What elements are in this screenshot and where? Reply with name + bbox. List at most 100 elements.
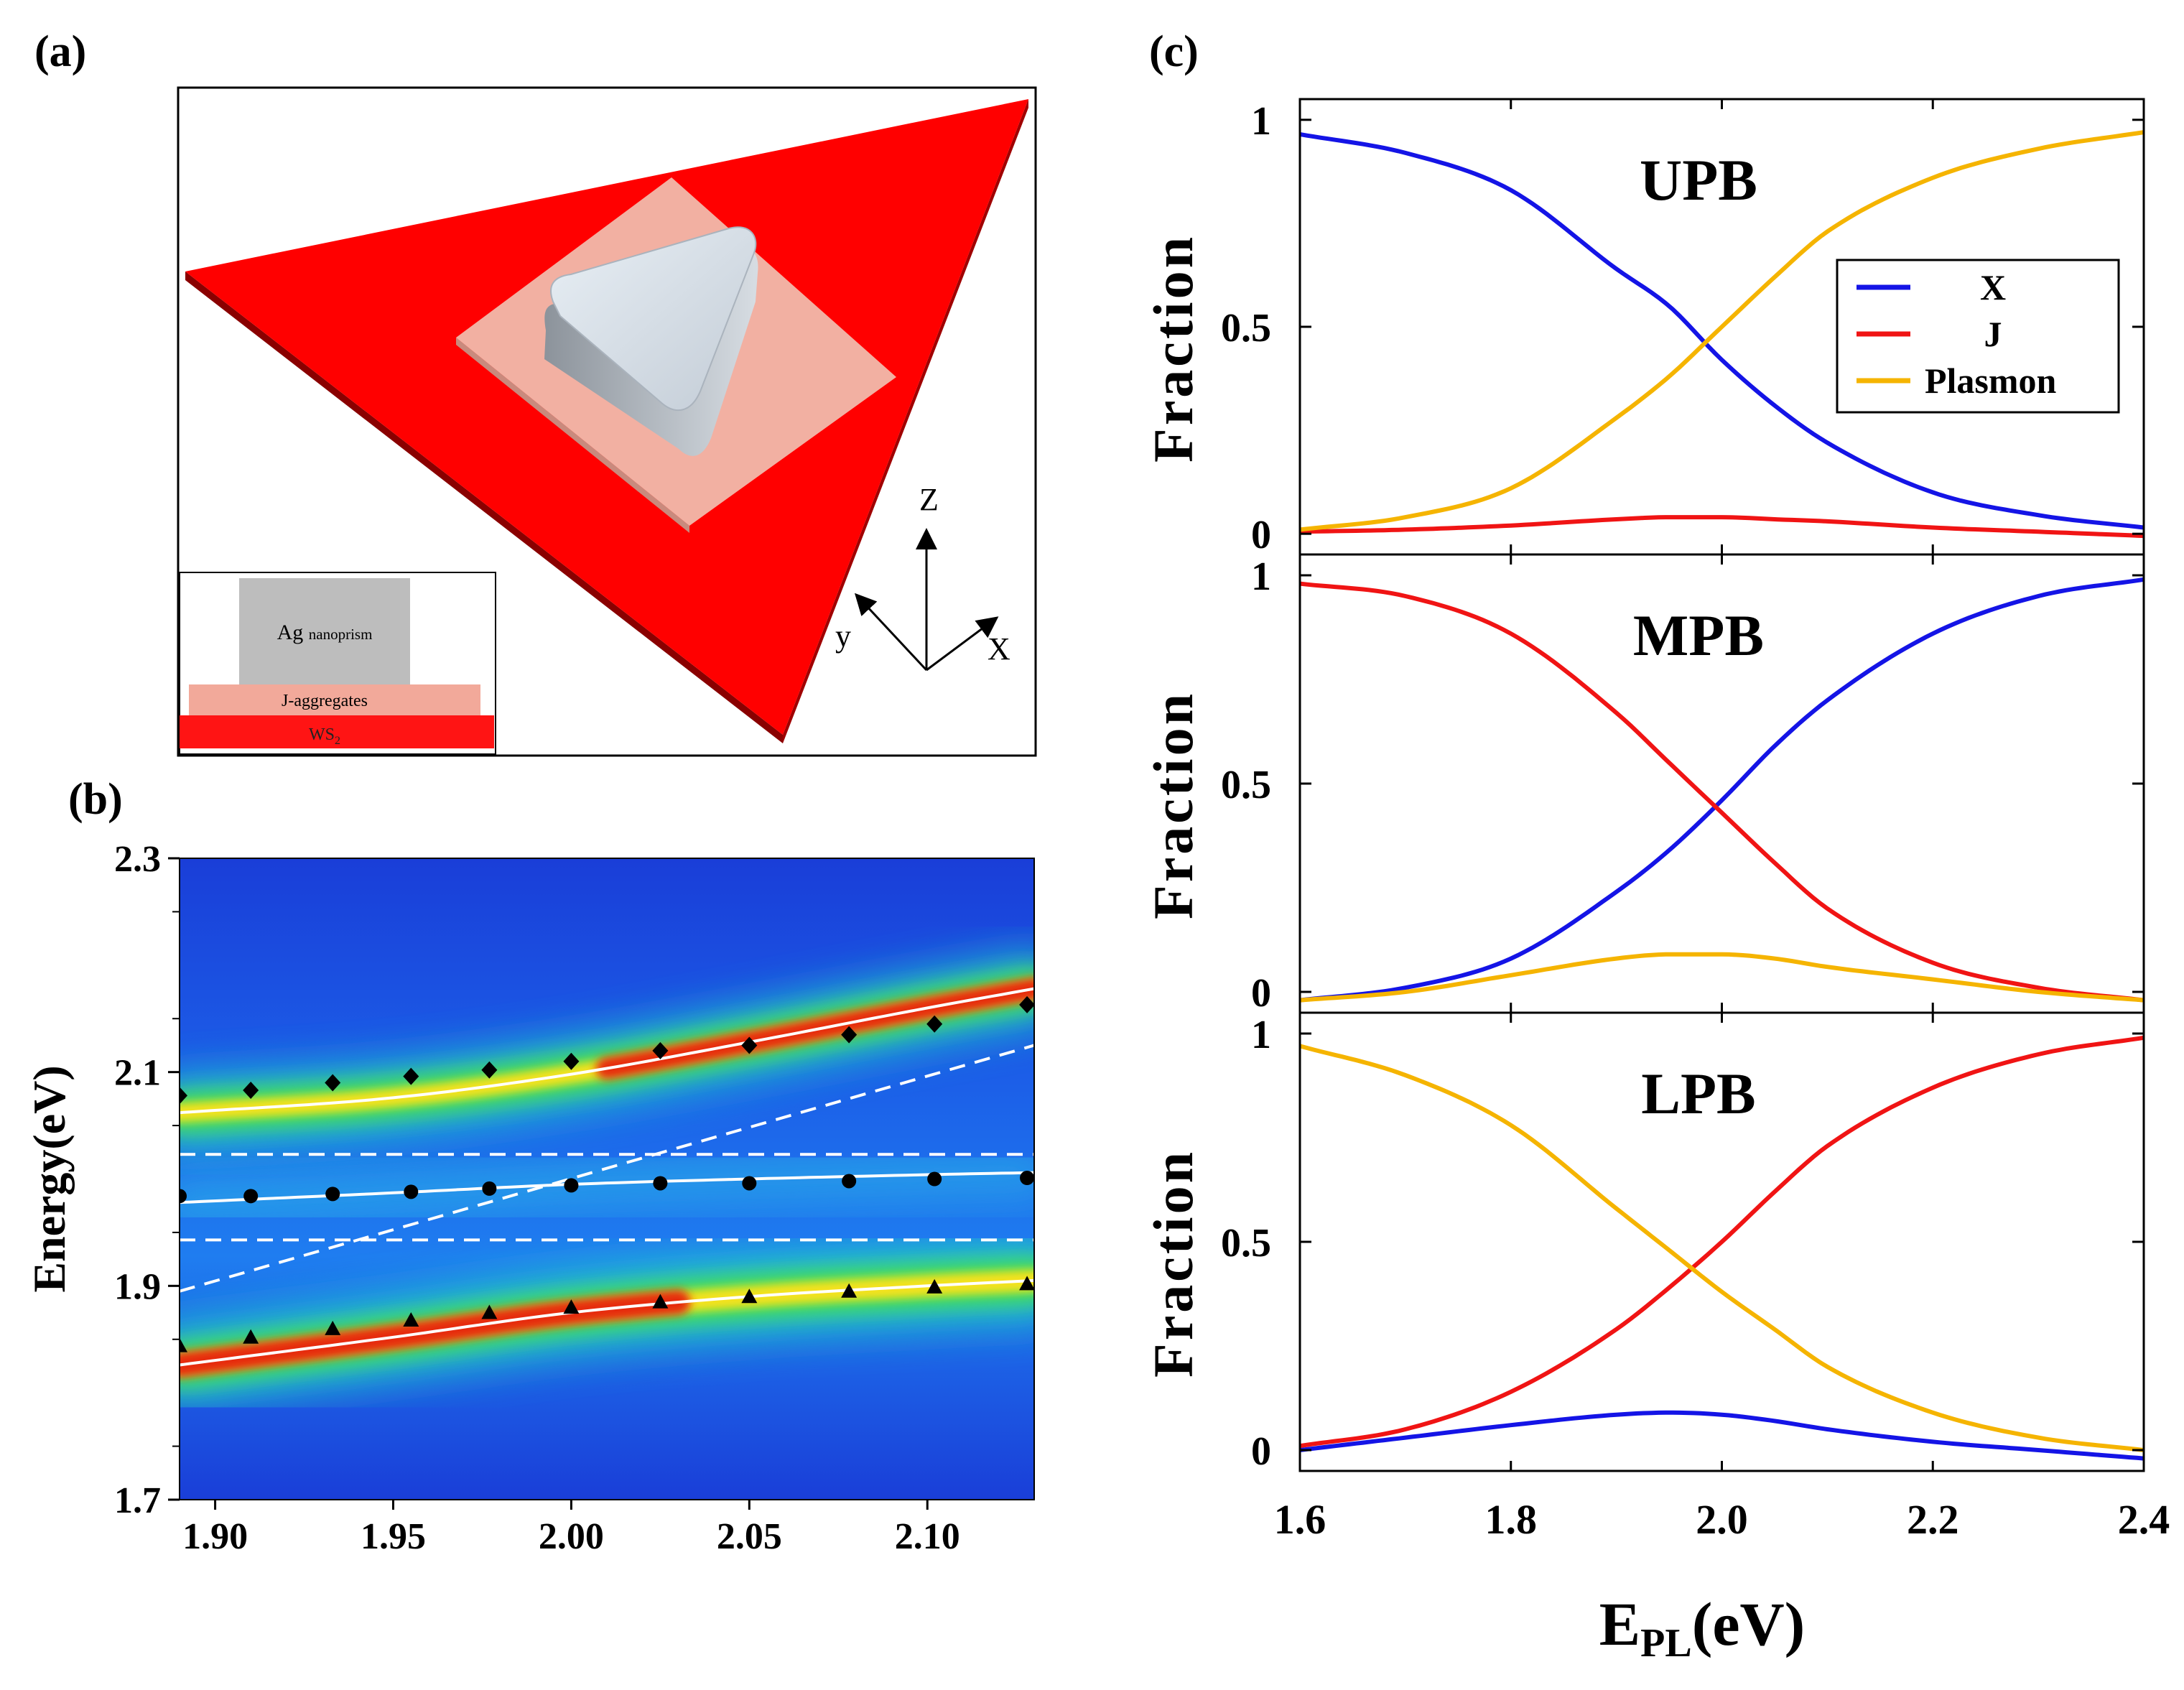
legend-label-j: J: [1984, 314, 2002, 354]
subplot-mpb: 0 0.5 1 MPB Fraction: [1142, 553, 2145, 1016]
inset-label-ag: Ag nanoprism: [277, 621, 373, 644]
circle-marker: [243, 1189, 259, 1204]
x-tick-label: 1.95: [361, 1516, 426, 1557]
diamond-marker: [652, 1041, 669, 1059]
inset-ws2-layer: [180, 715, 494, 748]
y-tick-label: 1.7: [114, 1480, 161, 1521]
diamond-marker: [841, 1026, 858, 1044]
diamond-marker: [325, 1074, 341, 1092]
circle-marker: [180, 1189, 187, 1204]
subplot-upb: 0 0.5 1 UPB Fraction: [1142, 98, 2145, 557]
y-tick-label: 0.5: [1221, 1221, 1271, 1266]
series-line-j: [1300, 515, 2144, 539]
fit-curve-upper: [180, 987, 1034, 1115]
layer-inset: Ag nanoprism J-aggregates WS2: [179, 572, 496, 755]
legend-label-x: X: [1980, 267, 2006, 307]
subplot-lines: [1300, 1035, 2144, 1461]
legend-label-plasmon: Plasmon: [1925, 361, 2057, 401]
ws2-substrate-edge-right: [783, 99, 1028, 743]
panel-c-fractions: 0 0.5 1 UPB Fraction 0 0.5 1 MPB Fraction 0 0.5 1 LPB…: [1142, 98, 2170, 1666]
panel-label-b: (b): [68, 775, 123, 824]
x-tick-label: 2.4: [2118, 1496, 2170, 1543]
fit-curve-middle: [180, 1171, 1034, 1204]
circle-marker: [482, 1181, 497, 1196]
y-tick-label: 0: [1251, 1429, 1271, 1474]
triangle-marker: [652, 1294, 669, 1309]
subplot-title: LPB: [1641, 1061, 1755, 1126]
y-tick-label: 0.5: [1221, 306, 1271, 350]
inset-label-j: J-aggregates: [282, 692, 368, 710]
y-tick-label: 0.5: [1221, 763, 1271, 807]
triangle-marker: [325, 1320, 341, 1335]
ag-nanoprism-top: [550, 226, 757, 412]
circle-marker: [325, 1187, 340, 1202]
panel-b-heatmap: 1.7 1.9 2.1 2.3 1.90 1.95 2.00 2.05 2.10 Energy(e…: [24, 839, 1035, 1557]
diamond-marker: [481, 1061, 498, 1079]
subplot-lines: [1300, 577, 2144, 1003]
y-axis-label: Fraction: [1142, 1149, 1204, 1378]
circle-marker: [564, 1178, 579, 1193]
x-tick-label: 2.00: [539, 1516, 604, 1557]
triangle-marker: [926, 1278, 943, 1294]
diamond-marker: [563, 1052, 580, 1070]
triangle-marker: [741, 1289, 758, 1304]
y-tick-label: 2.3: [114, 839, 161, 880]
y-axis-label: Energy(eV): [24, 1065, 75, 1292]
legend: XJ Plasmon: [1836, 259, 2120, 414]
triangle-marker: [481, 1304, 498, 1319]
series-line-j: [1300, 1035, 2144, 1449]
j-aggregate-edge: [456, 338, 689, 533]
y-tick-label: 1.9: [114, 1266, 161, 1307]
circle-marker: [927, 1171, 942, 1187]
triangle-marker: [180, 1337, 187, 1352]
series-line-plasmon: [1300, 130, 2144, 532]
series-line-x: [1300, 132, 2144, 530]
subplot-title: MPB: [1633, 603, 1764, 668]
series-line-plasmon: [1300, 952, 2144, 1003]
diamond-marker: [180, 1087, 187, 1105]
inset-ag-layer: [239, 578, 410, 684]
y-tick-label: 0: [1251, 971, 1271, 1016]
heatmap-frame: [179, 858, 1035, 1500]
circle-marker: [1020, 1171, 1034, 1186]
circle-marker: [404, 1184, 419, 1199]
inset-label-ws2: WS2: [309, 725, 340, 747]
triangle-marker: [403, 1311, 419, 1327]
triangle-marker: [1019, 1276, 1034, 1291]
y-tick-label: 0: [1251, 513, 1271, 557]
x-tick-label: 1.6: [1274, 1496, 1326, 1543]
dashed-plasmon-line: [180, 1044, 1034, 1293]
y-tick-label: 2.1: [114, 1053, 161, 1094]
axis-label-y: y: [835, 618, 851, 654]
series-line-x: [1300, 1410, 2144, 1461]
diamond-marker: [403, 1067, 419, 1085]
circle-marker: [842, 1174, 857, 1189]
y-tick-label: 1: [1251, 99, 1271, 144]
axis-label-x: X: [988, 631, 1010, 667]
diamond-marker: [741, 1036, 758, 1054]
circle-marker: [653, 1176, 668, 1191]
series-line-plasmon: [1300, 1044, 2144, 1452]
diamond-marker: [243, 1081, 259, 1099]
x-tick-label: 1.8: [1485, 1496, 1538, 1543]
y-axis-label: Fraction: [1142, 234, 1204, 463]
subplot-title: UPB: [1640, 147, 1757, 213]
inset-j-layer: [189, 684, 480, 715]
x-tick-label: 2.0: [1696, 1496, 1748, 1543]
schematic-panel: Z y X Ag nanoprism J-aggregates WS2: [177, 86, 1037, 757]
panel-label-a: (a): [34, 27, 86, 76]
y-tick-label: 1: [1251, 1013, 1271, 1057]
y-axis-label: Fraction: [1142, 691, 1204, 919]
ws2-substrate-edge: [185, 271, 783, 743]
x-tick-label: 2.2: [1907, 1496, 1959, 1543]
triangle-marker: [243, 1329, 259, 1344]
coordinate-axes: [854, 528, 999, 672]
circle-marker: [742, 1176, 757, 1191]
x-tick-label: 2.10: [895, 1516, 960, 1557]
diamond-marker: [926, 1015, 943, 1033]
series-line-x: [1300, 577, 2144, 1003]
x-axis-label: EPL(eV): [1599, 1589, 1806, 1666]
subplot-lpb: 0 0.5 1 LPB Fraction: [1142, 1011, 2145, 1474]
axis-label-z: Z: [919, 482, 939, 517]
triangle-marker: [563, 1299, 580, 1314]
